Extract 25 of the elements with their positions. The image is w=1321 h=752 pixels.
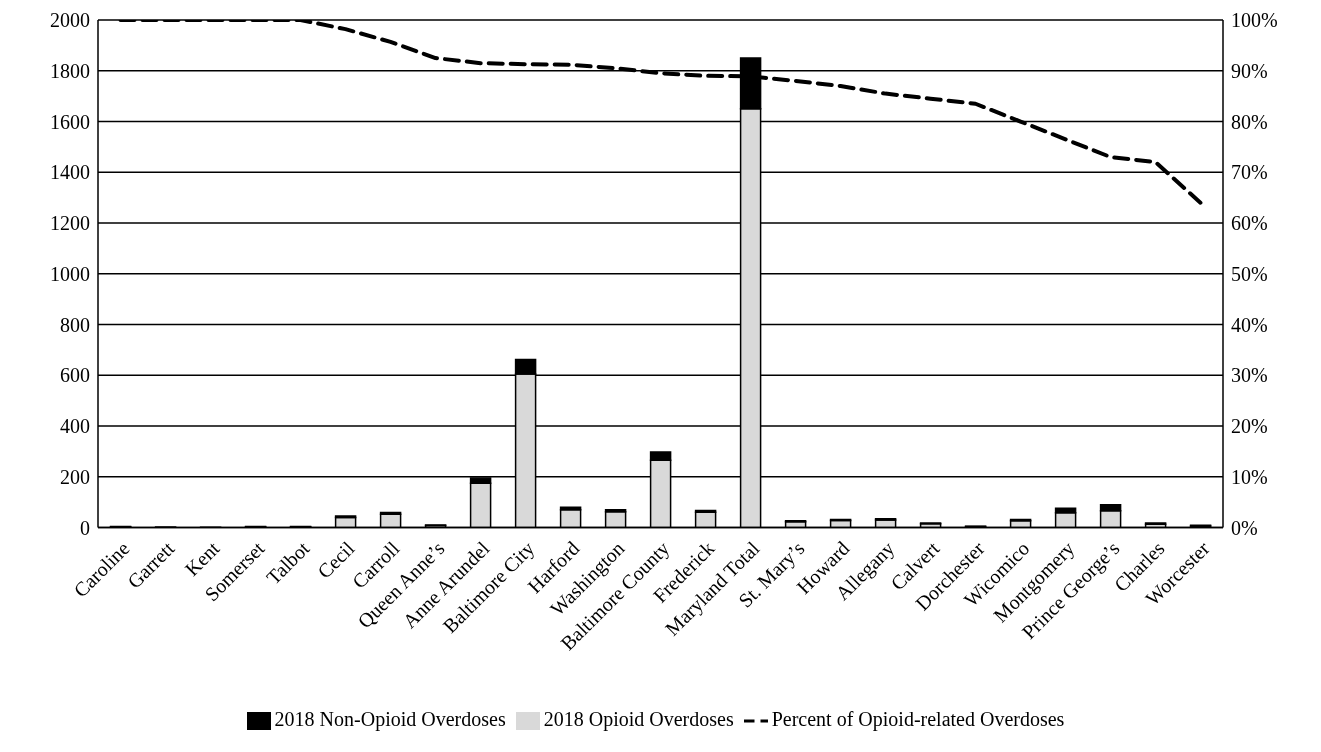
legend-label: Percent of Opioid-related Overdoses <box>771 707 1065 730</box>
y2-tick-label: 90% <box>1231 59 1268 82</box>
y2-tick-label: 60% <box>1231 212 1268 235</box>
y-tick-label: 800 <box>60 313 90 336</box>
legend-label: 2018 Opioid Overdoses <box>543 707 734 730</box>
y2-tick-label: 50% <box>1231 262 1268 285</box>
y-tick-label: 400 <box>60 415 90 438</box>
y2-tick-label: 100% <box>1231 9 1278 32</box>
y-tick-label: 0 <box>80 516 90 539</box>
y-tick-label: 1600 <box>50 110 90 133</box>
y-tick-label: 1200 <box>50 212 90 235</box>
legend-label: 2018 Non-Opioid Overdoses <box>274 707 506 730</box>
y-tick-label: 1000 <box>50 262 90 285</box>
y2-tick-label: 30% <box>1231 364 1268 387</box>
y2-tick-label: 0% <box>1231 516 1258 539</box>
y2-tick-label: 80% <box>1231 110 1268 133</box>
y-tick-label: 1800 <box>50 59 90 82</box>
y2-tick-label: 10% <box>1231 465 1268 488</box>
y2-tick-label: 70% <box>1231 161 1268 184</box>
y2-tick-label: 40% <box>1231 313 1268 336</box>
y-tick-label: 600 <box>60 364 90 387</box>
y-tick-label: 200 <box>60 465 90 488</box>
y2-tick-label: 20% <box>1231 415 1268 438</box>
y-tick-label: 1400 <box>50 161 90 184</box>
y-tick-label: 2000 <box>50 9 90 32</box>
